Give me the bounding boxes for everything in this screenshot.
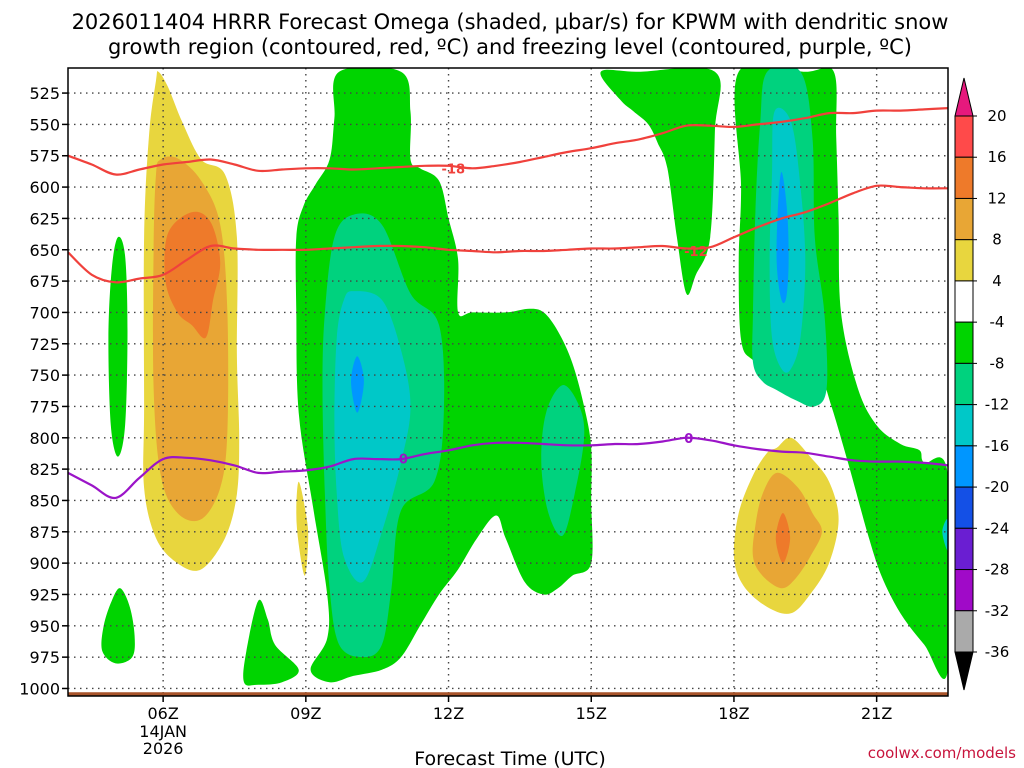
colorbar-segment [954, 569, 974, 612]
y-tick-label: 825 [29, 460, 60, 479]
dgz-contour--12 [68, 184, 948, 284]
y-tick-label: 850 [29, 491, 60, 510]
colorbar-label: 12 [987, 189, 1006, 207]
y-tick-label: 625 [29, 209, 60, 228]
colorbar-segment [954, 404, 974, 447]
grid-lines [68, 68, 948, 696]
colorbar-label: -16 [985, 437, 1010, 455]
colorbar-label: -36 [985, 643, 1010, 661]
x-tick-label: 18Z [718, 704, 749, 723]
y-tick-label: 575 [29, 147, 60, 166]
y-tick-label: 875 [29, 523, 60, 542]
x-tick-label: 06Z [147, 704, 178, 723]
y-tick-label: 950 [29, 617, 60, 636]
y-tick-label: 800 [29, 429, 60, 448]
y-tick-label: 750 [29, 366, 60, 385]
colorbar-label: -28 [985, 561, 1010, 579]
omega-region-ascent-0500z--4 [108, 236, 128, 457]
dgz-contour-label--18: -18 [442, 162, 466, 177]
colorbar-label: -4 [990, 313, 1005, 331]
omega-region-ascent-main--16 [351, 356, 364, 413]
freezing-level-label-0: 0 [399, 453, 408, 468]
omega-region-ascent-0800z--4 [243, 599, 299, 686]
colorbar-segment [954, 280, 974, 323]
y-tick-label: 700 [29, 303, 60, 322]
omega-region-ascent-1700z--4 [600, 68, 721, 295]
y-tick-label: 550 [29, 115, 60, 134]
colorbar-segment [954, 239, 974, 282]
y-tick-label: 900 [29, 554, 60, 573]
colorbar-segment [954, 527, 974, 571]
colorbar-segment [954, 115, 974, 158]
chart-title-line1: 2026011404 HRRR Forecast Omega (shaded, … [72, 10, 949, 34]
colorbar-segment [954, 486, 974, 529]
colorbar-under-triangle [954, 651, 974, 691]
omega-region-descent-early-column-12 [164, 211, 221, 339]
y-tick-label: 525 [29, 84, 60, 103]
x-tick-label: 21Z [861, 704, 892, 723]
colorbar-label: 20 [987, 107, 1006, 125]
y-tick-label: 675 [29, 272, 60, 291]
freezing-level-contour-0 [68, 436, 948, 500]
y-tick-label: 775 [29, 397, 60, 416]
colorbar-segment [954, 197, 974, 241]
omega-region-ascent-main--12 [334, 291, 411, 583]
omega-region-ascent-1400z--8 [541, 385, 585, 537]
colorbar-label: -12 [985, 396, 1010, 414]
dgz-contour--18 [68, 107, 948, 176]
freezing-level-label-1: 0 [684, 432, 693, 447]
y-tick-label: 1000 [19, 679, 60, 698]
axis-layer: 525 550 575 600 625 650 675 700 725 750 775 800 825 8… [19, 67, 949, 758]
dgz-contour-label--12: -12 [684, 245, 708, 260]
x-tick-label: 09Z [290, 704, 321, 723]
colorbar-label: 16 [987, 148, 1006, 166]
colorbar-label: 4 [992, 272, 1002, 290]
y-tick-label: 600 [29, 178, 60, 197]
omega-region-ascent-0500z-low--4 [101, 588, 135, 664]
omega-region-ascent-1900z-edge--12 [942, 518, 948, 551]
colorbar-label: -20 [985, 478, 1010, 496]
colorbar-segment [954, 445, 974, 488]
colorbar-label: -32 [985, 602, 1010, 620]
colorbar-segment [954, 321, 974, 364]
y-tick-label: 925 [29, 585, 60, 604]
colorbar-segment [954, 610, 974, 653]
omega-region-descent-0900z-4 [296, 481, 309, 576]
omega-region-ascent-1900z--16 [776, 172, 789, 304]
credit-text[interactable]: coolwx.com/models [868, 744, 1016, 762]
y-tick-label: 975 [29, 648, 60, 667]
colorbar-label: -8 [990, 354, 1005, 372]
colorbar-label: 8 [992, 231, 1002, 249]
y-tick-label: 650 [29, 241, 60, 260]
x-tick-label: 15Z [576, 704, 607, 723]
colorbar-label: -24 [985, 519, 1010, 537]
x-tick-label: 12Z [433, 704, 464, 723]
y-tick-label: 725 [29, 335, 60, 354]
colorbar: 20 16 12 8 4 -4 -8 -12 -16 -20 -24 -28 -32 -36 [954, 77, 1010, 691]
colorbar-over-triangle [954, 77, 974, 117]
colorbar-segment [954, 156, 974, 199]
x-tick-year-label: 2026 [143, 739, 184, 758]
x-axis-label: Forecast Time (UTC) [414, 748, 605, 768]
plot-area [68, 68, 948, 696]
plot-frame [67, 67, 949, 697]
ground-band [68, 692, 948, 696]
chart-title-line2: growth region (contoured, red, ºC) and f… [108, 35, 912, 59]
colorbar-segment [954, 362, 974, 406]
omega-shading [101, 68, 948, 686]
omega-region-descent-1800z-12 [775, 513, 791, 564]
x-tick-date-label: 14JAN [139, 722, 187, 741]
contour-layer: -18 -12 0 0 [68, 107, 948, 500]
